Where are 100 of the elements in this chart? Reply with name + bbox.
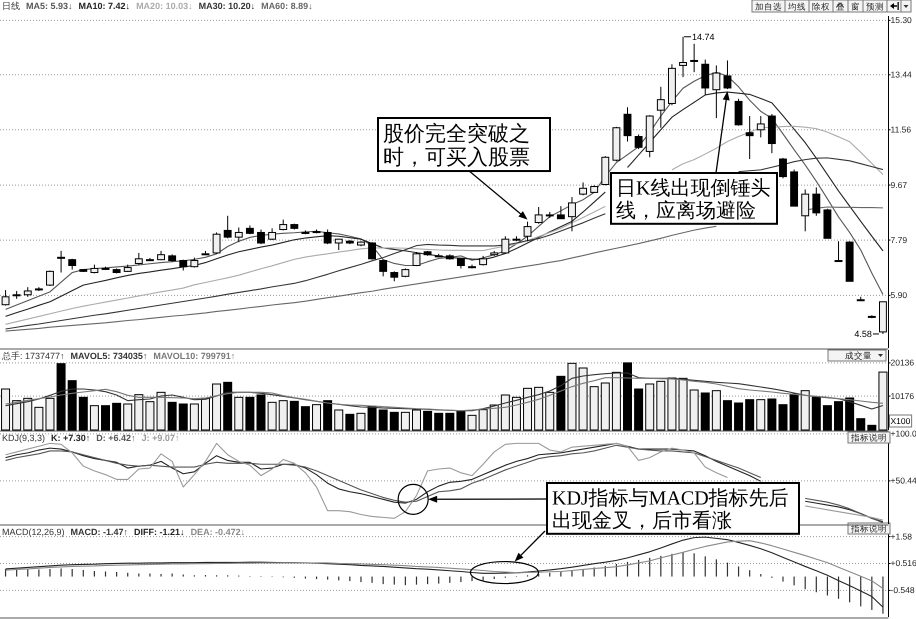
bar <box>78 396 88 430</box>
bar <box>156 392 166 430</box>
bar <box>278 400 288 430</box>
candlestick <box>179 259 188 271</box>
text: MA30: 10.20↓ <box>198 1 256 11</box>
bar <box>368 406 377 430</box>
chart-title: MACD(12,26,9) <box>2 527 65 537</box>
candlestick <box>679 36 687 78</box>
y-tick-label: 9.67 <box>890 180 908 190</box>
bar <box>756 399 766 430</box>
bar <box>590 386 599 430</box>
y-tick-label: 15.30 <box>890 15 912 26</box>
bar <box>34 406 44 430</box>
line-series <box>5 536 884 608</box>
candlestick <box>779 157 787 179</box>
annotation: 股价完全突破之时，可买入股票 <box>383 121 530 169</box>
bar <box>1 388 10 430</box>
series-label: D: +6.42↑ <box>96 433 136 443</box>
annotation: 日K线出现倒锤头线，应离场避险 <box>616 177 770 222</box>
candlestick <box>46 270 54 286</box>
candlestick <box>534 206 543 224</box>
toolbar-button: 除权 <box>808 0 834 12</box>
candlestick <box>834 240 842 262</box>
text: MA20: 10.03↓ <box>136 1 193 11</box>
bar <box>390 412 399 430</box>
bar <box>545 392 554 430</box>
bar <box>745 399 754 430</box>
bar <box>456 410 466 430</box>
bar <box>523 388 532 430</box>
bar <box>800 390 810 430</box>
bar <box>134 394 144 430</box>
bar <box>212 384 222 430</box>
bar <box>645 384 654 430</box>
candlestick <box>801 188 810 232</box>
chart-title: 总手: 1737477↑ <box>1 351 65 361</box>
candlestick <box>568 196 576 232</box>
candlestick <box>324 229 332 245</box>
candlestick <box>368 242 376 260</box>
candlestick <box>524 221 532 242</box>
bar <box>168 402 177 430</box>
bar <box>822 405 832 430</box>
text: MA5: 5.93↓ <box>26 1 73 11</box>
bar <box>90 405 99 430</box>
bar <box>534 386 544 430</box>
candlestick <box>2 290 10 306</box>
candlestick <box>724 60 732 90</box>
candlestick <box>746 116 754 160</box>
text: MA60: 8.89↓ <box>261 1 313 11</box>
annotation: 指标说明 <box>850 432 887 442</box>
annotation: 成交量 <box>845 350 872 360</box>
bar <box>445 412 454 430</box>
candlestick <box>634 134 643 150</box>
bar <box>612 372 621 430</box>
candlestick <box>712 64 720 119</box>
bar <box>767 398 776 430</box>
series-label: K: +7.30↑ <box>51 433 90 443</box>
bar <box>778 404 788 430</box>
bar <box>490 404 499 430</box>
bar <box>667 378 676 430</box>
candlestick <box>390 270 398 282</box>
bar <box>656 380 666 430</box>
bar <box>12 400 22 430</box>
bar <box>400 412 410 430</box>
bar <box>123 404 132 430</box>
bar <box>112 402 122 430</box>
candlestick <box>224 215 232 239</box>
bar <box>200 398 210 430</box>
bar <box>245 396 254 430</box>
bar <box>678 378 688 430</box>
line-series <box>5 540 884 590</box>
toolbar-button: 窗 <box>848 0 864 12</box>
bar <box>268 402 277 430</box>
candlestick <box>57 250 66 274</box>
candlestick <box>756 116 765 138</box>
bar <box>623 362 632 430</box>
candlestick <box>234 226 243 243</box>
bar <box>190 404 199 430</box>
bar <box>223 382 232 430</box>
text: DEA: -0.472↓ <box>190 527 246 537</box>
bar <box>356 412 366 430</box>
candlestick <box>812 186 820 216</box>
bar <box>300 406 310 430</box>
bar <box>867 424 876 430</box>
bar <box>68 380 77 430</box>
bar <box>378 410 388 430</box>
bar <box>334 410 344 430</box>
bar <box>45 398 54 430</box>
y-tick-label: 7.79 <box>890 234 908 245</box>
bar <box>700 392 710 430</box>
candlestick <box>456 257 465 269</box>
bar <box>712 390 721 430</box>
bar <box>690 390 699 430</box>
candlestick <box>624 106 632 142</box>
bar <box>834 401 844 430</box>
annotation: 14.74 <box>692 32 715 42</box>
text: DIFF: -1.21↓ <box>134 527 185 537</box>
candlestick <box>212 232 221 254</box>
toolbar-button: 叠 <box>832 0 848 12</box>
candlestick <box>556 206 565 220</box>
candlestick <box>268 228 276 241</box>
